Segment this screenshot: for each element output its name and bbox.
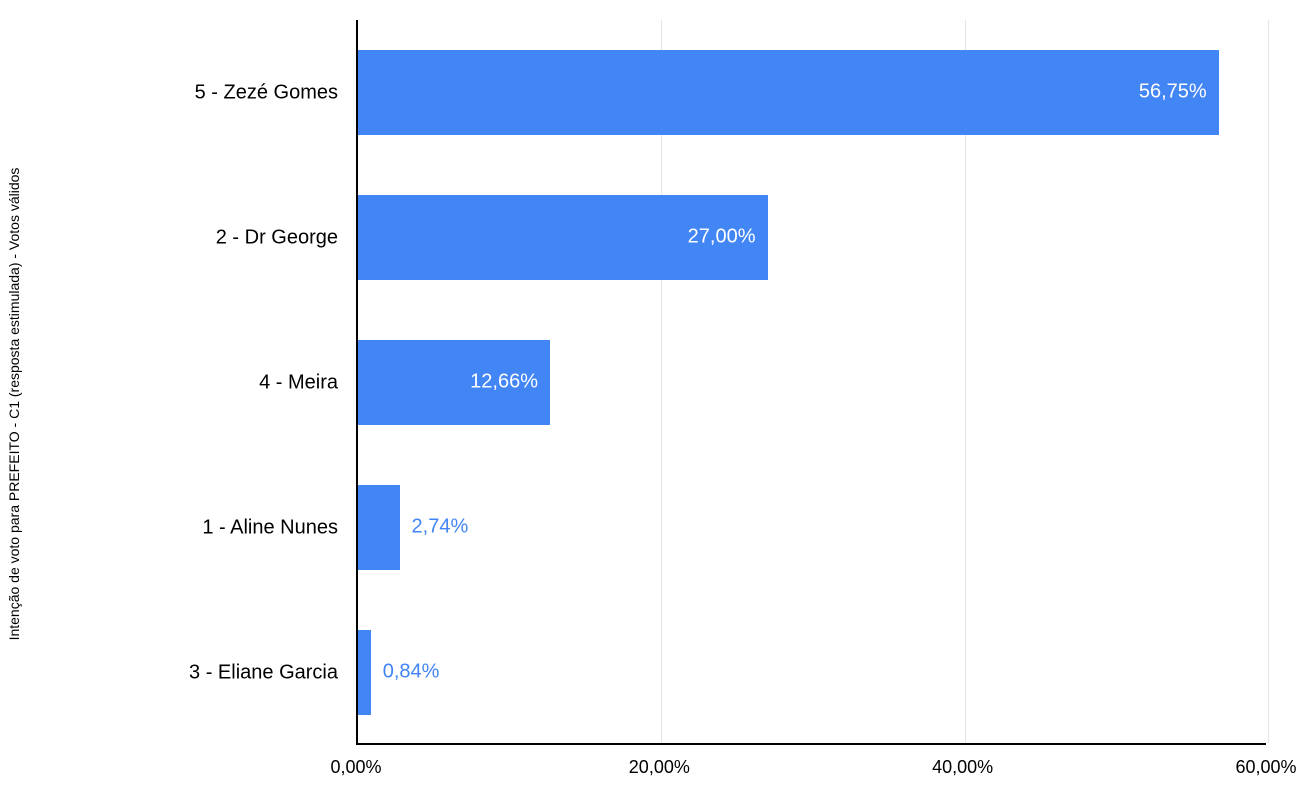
bar [358, 485, 400, 569]
x-tick-label: 40,00% [932, 757, 993, 778]
bar-value-label: 56,75% [1139, 81, 1207, 104]
x-tick-label: 0,00% [330, 757, 381, 778]
bar-row: 2,74% [358, 485, 1268, 569]
category-label: 1 - Aline Nunes [202, 516, 338, 539]
x-tick-label: 60,00% [1235, 757, 1296, 778]
category-label: 5 - Zezé Gomes [195, 81, 338, 104]
x-tick-label: 20,00% [629, 757, 690, 778]
bar-row: 0,84% [358, 630, 1268, 714]
category-label: 4 - Meira [259, 371, 338, 394]
bar-value-label: 12,66% [470, 371, 538, 394]
bar-row: 56,75% [358, 50, 1268, 134]
bar [358, 630, 371, 714]
chart-container: Intenção de voto para PREFEITO - C1 (res… [0, 0, 1299, 808]
category-label: 3 - Eliane Garcia [189, 661, 338, 684]
bar-value-label: 2,74% [412, 516, 469, 539]
bar-value-label: 27,00% [688, 226, 756, 249]
bar-row: 12,66% [358, 340, 1268, 424]
category-label: 2 - Dr George [216, 226, 338, 249]
bar-value-label: 0,84% [383, 661, 440, 684]
bar [358, 50, 1219, 134]
plot-area: 56,75% 27,00% 12,66% 2,74% 0,84% [356, 20, 1266, 745]
gridline [1268, 20, 1269, 743]
bar-row: 27,00% [358, 195, 1268, 279]
y-axis-title: Intenção de voto para PREFEITO - C1 (res… [6, 168, 22, 641]
